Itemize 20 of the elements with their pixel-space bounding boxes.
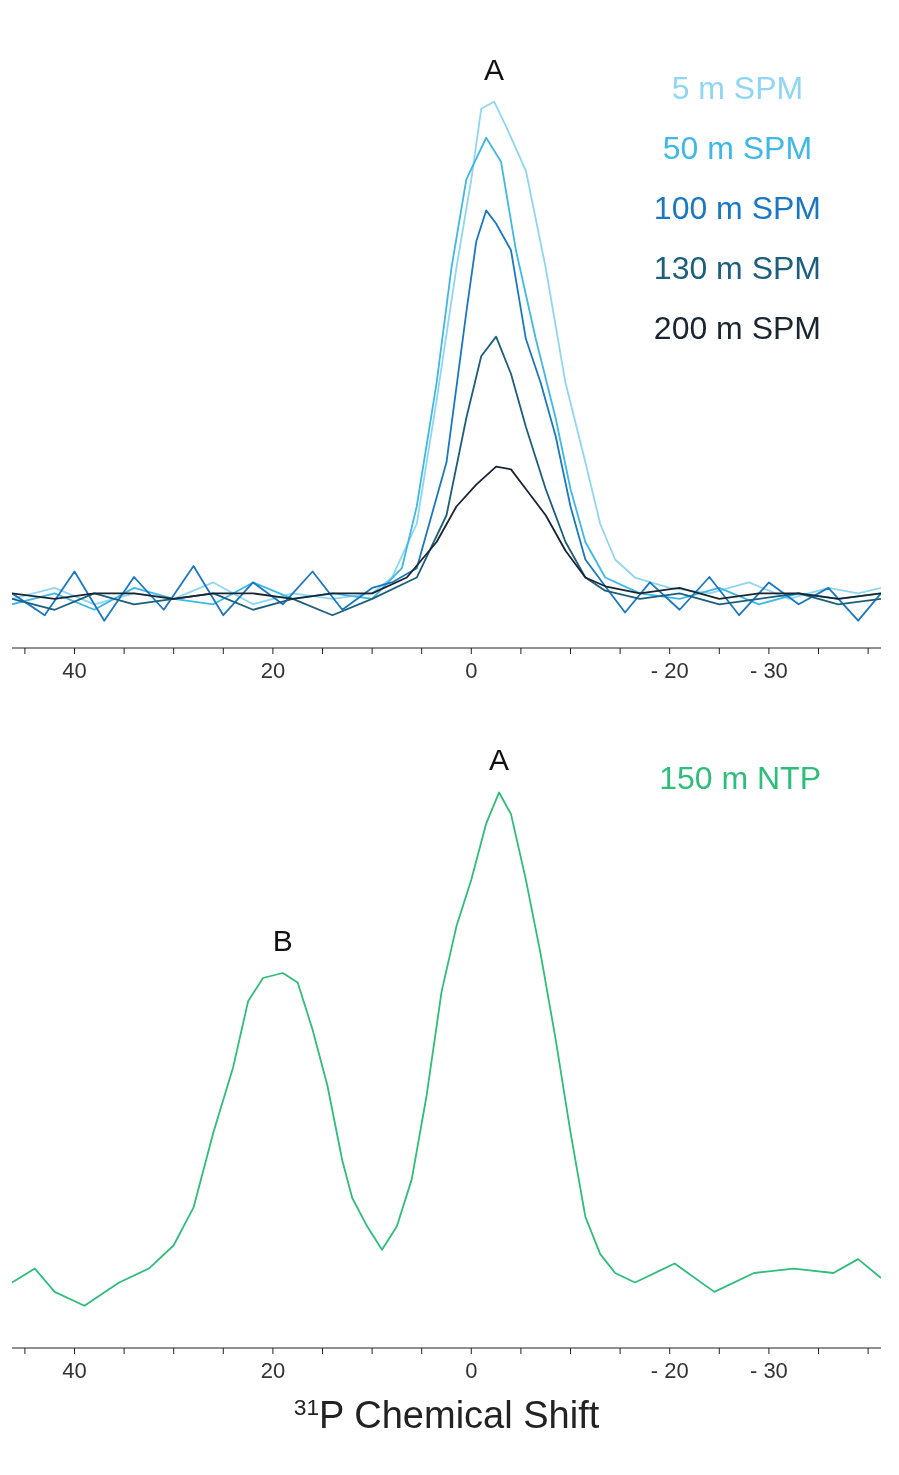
annotation: A [484,52,505,86]
x-tick-label: 20 [260,658,286,683]
text: 100 m SPM [653,189,821,228]
text: 150 m NTP [659,759,821,798]
text: 130 m SPM [653,249,821,288]
x-tick-label: 40 [62,658,87,683]
x-tick-label: - 30 [749,1358,788,1383]
x-tick-label: - 20 [650,658,689,683]
annotation: A [489,743,510,777]
text: 200 m SPM [653,309,821,348]
x-tick-label: 0 [465,1358,478,1383]
x-tick-label: 0 [465,658,478,683]
x-tick-label: 40 [62,1358,87,1383]
x-axis-title: $^{31}$P Chemical Shift [293,1394,600,1436]
x-tick-label: - 20 [650,1358,689,1383]
annotation: B [272,924,293,957]
x-tick-label: 20 [260,1358,286,1383]
x-tick-label: - 30 [749,658,788,683]
text: 5 m SPM [670,69,805,108]
text: 50 m SPM [661,129,814,168]
